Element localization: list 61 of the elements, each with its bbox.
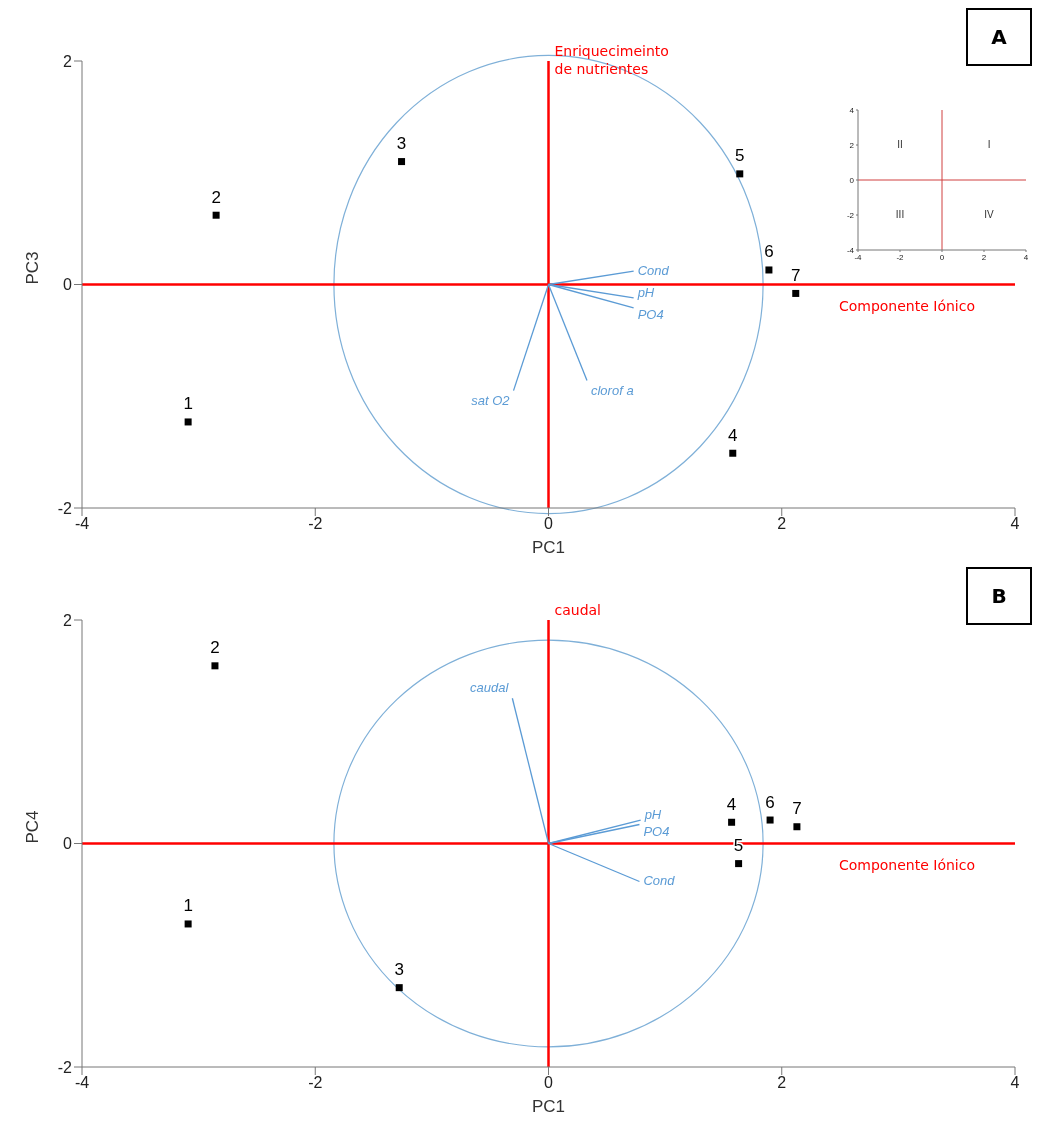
series-label: pH	[636, 284, 655, 300]
series-label: 2	[210, 638, 220, 658]
y-tick-label: 2	[63, 611, 73, 629]
series-label: PO4	[643, 823, 670, 839]
ref-line-label: Enriquecimeinto de nutrientes	[554, 43, 669, 77]
series-label: pH	[643, 807, 662, 823]
ref-line-label: Componente Iónico	[838, 297, 975, 314]
x-axis-title: PC1	[531, 538, 566, 557]
x-tick-label: -4	[74, 515, 90, 533]
series-label: 3	[396, 134, 407, 154]
series-label: PO4	[637, 306, 664, 322]
x-axis-title: PC1	[531, 1097, 566, 1116]
x-tick-label: 0	[544, 1074, 554, 1092]
y-tick-label: -4	[846, 245, 855, 255]
series-label: 4	[728, 425, 738, 445]
y-axis-title: PC4	[23, 810, 43, 844]
y-tick-label: 0	[63, 835, 73, 853]
series-label: 5	[735, 146, 745, 166]
series-label: 3	[394, 960, 404, 980]
y-tick-label: 0	[849, 175, 855, 185]
series-label: caudal	[470, 680, 510, 696]
series-label: 2	[211, 187, 221, 207]
y-tick-label: 2	[849, 140, 855, 150]
x-tick-label: 2	[777, 515, 787, 533]
series-label: 6	[765, 792, 775, 812]
x-tick-label: 2	[777, 1074, 787, 1092]
x-tick-label: 2	[981, 252, 987, 262]
x-tick-label: -2	[308, 515, 323, 533]
text: A	[966, 8, 1032, 66]
annotation: II	[896, 138, 904, 152]
y-tick-label: 2	[63, 52, 73, 70]
x-tick-label: 4	[1023, 252, 1029, 262]
y-tick-label: -2	[57, 1058, 73, 1076]
series-label: 1	[183, 896, 193, 916]
y-tick-label: -2	[57, 499, 73, 517]
y-tick-label: -2	[846, 210, 855, 220]
series-label: Cond	[637, 263, 670, 279]
annotation: III	[894, 208, 906, 222]
series-label: sat O2	[471, 392, 511, 408]
y-axis-title: PC3	[23, 251, 43, 285]
x-tick-label: -4	[74, 1074, 90, 1092]
x-tick-label: 0	[939, 252, 945, 262]
x-tick-label: 0	[544, 515, 554, 533]
x-tick-label: 4	[1010, 1074, 1020, 1092]
series-label: 7	[791, 265, 801, 285]
ref-line-label: Componente Iónico	[838, 856, 975, 873]
ref-line-label: caudal	[554, 602, 602, 618]
x-tick-label: -2	[896, 252, 905, 262]
annotation: I	[986, 138, 992, 152]
series-label: 1	[183, 394, 193, 414]
x-tick-label: -2	[308, 1074, 323, 1092]
series-label: 6	[764, 242, 774, 262]
series-label: clorof a	[590, 382, 634, 398]
annotation: IV	[983, 208, 995, 222]
y-tick-label: 4	[849, 105, 855, 115]
y-tick-label: 0	[63, 276, 73, 294]
text: B	[966, 567, 1032, 625]
x-tick-label: 4	[1010, 515, 1020, 533]
series-label: Cond	[643, 873, 676, 889]
series-label: 4	[726, 794, 737, 814]
series-label: 7	[792, 799, 802, 819]
